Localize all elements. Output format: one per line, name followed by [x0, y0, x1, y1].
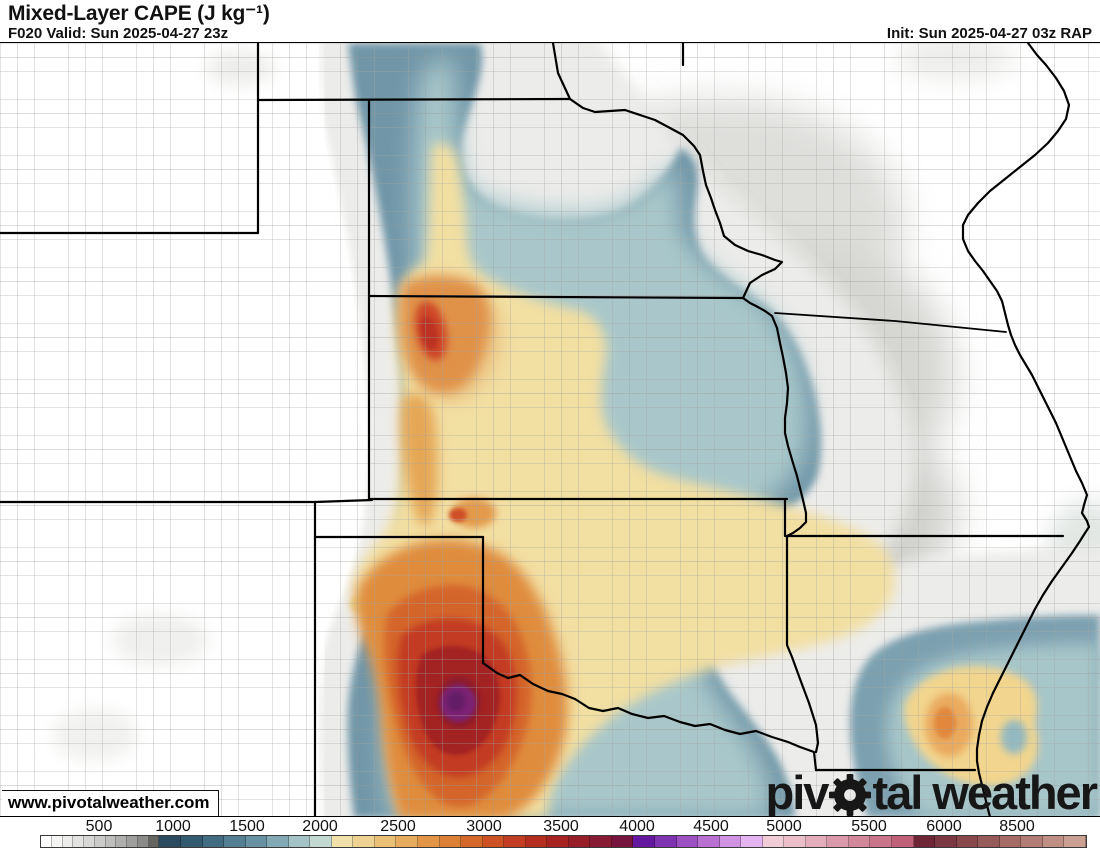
colorbar-swatch	[461, 836, 483, 847]
colorbar-legend: 500 1000 1500 2000 2500 3000 3500 4000 4500 5000 5…	[0, 818, 1100, 850]
colorbar-swatch	[374, 836, 397, 847]
colorbar-swatch	[267, 836, 289, 847]
colorbar-swatch	[999, 836, 1022, 847]
colorbar-swatch	[590, 836, 612, 847]
colorbar-swatch	[224, 836, 246, 847]
colorbar-swatch	[288, 836, 311, 847]
colorbar-tick-label: 4500	[693, 818, 729, 835]
colorbar-swatch	[41, 836, 52, 847]
colorbar-swatch	[94, 836, 106, 847]
colorbar-swatch	[159, 836, 181, 847]
colorbar-swatch	[935, 836, 957, 847]
colorbar	[40, 835, 1087, 848]
colorbar-swatch	[127, 836, 138, 847]
colorbar-tick-label: 1000	[155, 818, 191, 835]
watermark: www.pivotalweather.com	[2, 790, 219, 816]
init-time-label: Init: Sun 2025-04-27 03z RAP	[886, 25, 1092, 42]
colorbar-swatch	[676, 836, 699, 847]
colorbar-swatch	[310, 836, 332, 847]
page-title: Mixed-Layer CAPE (J kg⁻¹)	[8, 2, 270, 25]
colorbar-swatch	[439, 836, 462, 847]
colorbar-tick-label: 3500	[543, 818, 579, 835]
colorbar-tick-label: 5000	[766, 818, 802, 835]
colorbar-tick-label: 1500	[229, 818, 265, 835]
colorbar-swatch	[245, 836, 268, 847]
gear-icon	[829, 774, 872, 816]
colorbar-swatch	[62, 836, 74, 847]
colorbar-swatch	[1064, 836, 1086, 847]
colorbar-swatch	[73, 836, 85, 847]
colorbar-tick-labels: 500 1000 1500 2000 2500 3000 3500 4000 4500 5000 5…	[0, 818, 1100, 835]
county-grid	[0, 43, 1100, 816]
colorbar-swatch	[180, 836, 203, 847]
colorbar-swatch	[698, 836, 720, 847]
logo-text-left: piv	[765, 766, 830, 817]
colorbar-swatch	[525, 836, 548, 847]
colorbar-swatch	[741, 836, 763, 847]
colorbar-swatch	[504, 836, 526, 847]
forecast-map: www.pivotalweather.com piv tal weather	[0, 43, 1100, 817]
colorbar-swatch	[633, 836, 655, 847]
colorbar-swatch	[482, 836, 505, 847]
colorbar-tick-label: 4000	[619, 818, 655, 835]
colorbar-swatch	[137, 836, 149, 847]
colorbar-swatch	[784, 836, 806, 847]
colorbar-tick-label: 6000	[926, 818, 962, 835]
logo-text-right: tal weather	[872, 766, 1098, 817]
colorbar-swatch	[105, 836, 117, 847]
colorbar-tick-label: 500	[85, 818, 113, 835]
colorbar-swatch	[827, 836, 849, 847]
colorbar-swatch	[978, 836, 1000, 847]
colorbar-swatch	[547, 836, 569, 847]
colorbar-swatch	[331, 836, 354, 847]
colorbar-swatch	[870, 836, 893, 847]
cape-map-canvas	[0, 43, 1100, 816]
colorbar-swatch	[655, 836, 677, 847]
colorbar-swatch	[719, 836, 742, 847]
colorbar-swatch	[913, 836, 936, 847]
colorbar-swatch	[956, 836, 979, 847]
colorbar-swatch	[568, 836, 591, 847]
colorbar-tick-label: 5500	[851, 818, 887, 835]
colorbar-swatch	[1042, 836, 1065, 847]
valid-time-label: F020 Valid: Sun 2025-04-27 23z	[8, 25, 229, 42]
brand-logo: piv tal weather	[765, 766, 1098, 817]
colorbar-swatch	[148, 836, 160, 847]
colorbar-swatch	[1021, 836, 1043, 847]
colorbar-swatch	[353, 836, 375, 847]
colorbar-swatch	[51, 836, 63, 847]
colorbar-swatch	[202, 836, 225, 847]
colorbar-tick-label: 2000	[302, 818, 338, 835]
state-borders	[0, 43, 1091, 816]
colorbar-tick-label: 8500	[999, 818, 1035, 835]
colorbar-swatch	[611, 836, 634, 847]
colorbar-swatch	[892, 836, 914, 847]
colorbar-swatch	[762, 836, 785, 847]
colorbar-swatch	[848, 836, 871, 847]
colorbar-tick-label: 3000	[466, 818, 502, 835]
colorbar-swatch	[805, 836, 828, 847]
colorbar-swatch	[84, 836, 95, 847]
colorbar-swatch	[116, 836, 128, 847]
colorbar-swatch	[396, 836, 418, 847]
colorbar-tick-label: 2500	[380, 818, 416, 835]
colorbar-swatch	[417, 836, 440, 847]
map-header: Mixed-Layer CAPE (J kg⁻¹) F020 Valid: Su…	[0, 0, 1100, 43]
